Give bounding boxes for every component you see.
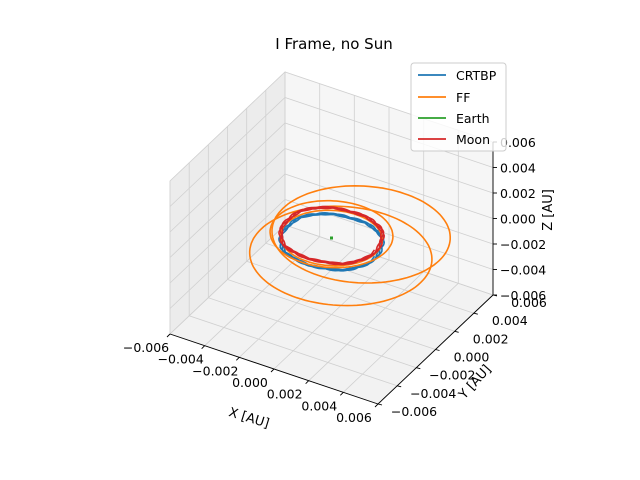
x-tick-label: 0.006	[336, 410, 372, 425]
legend-label-moon: Moon	[456, 132, 490, 147]
chart-title: I Frame, no Sun	[275, 35, 392, 53]
series-line-ff	[269, 199, 394, 269]
y-tick-mark	[473, 312, 478, 315]
series-point-earth	[330, 236, 333, 240]
y-tick-mark	[435, 349, 440, 351]
x-tick-label: 0.004	[301, 398, 337, 413]
series-layer	[248, 184, 452, 307]
series-line-crtbp	[278, 211, 386, 272]
x-tick-label: 0.000	[232, 375, 268, 390]
y-tick-label: 0.006	[511, 295, 547, 310]
y-tick-label: −0.004	[410, 386, 456, 401]
x-tick-mark	[305, 380, 309, 384]
z-tick-label: 0.006	[500, 135, 536, 150]
legend-label-crtbp: CRTBP	[456, 68, 497, 83]
grid-line-y	[265, 90, 474, 314]
z-tick-label: 0.002	[500, 186, 536, 201]
x-tick-mark	[270, 368, 275, 373]
x-tick-mark	[340, 392, 344, 396]
x-tick-label: −0.004	[158, 352, 204, 367]
series-line-ff	[248, 205, 433, 307]
z-tick-label: −0.002	[500, 237, 546, 252]
z-tick-label: 0.004	[500, 161, 536, 176]
x-tick-mark	[374, 403, 379, 408]
y-tick-label: −0.002	[429, 368, 475, 383]
y-tick-mark	[492, 294, 498, 297]
z-tick-label: −0.006	[500, 288, 546, 303]
legend: CRTBP FF Earth Moon	[410, 62, 507, 152]
z-tick-label: 0.000	[500, 212, 536, 227]
tick-labels: −0.006−0.006−0.006−0.004−0.004−0.004−0.0…	[123, 135, 547, 425]
x-tick-mark	[166, 333, 171, 338]
x-tick-label: −0.006	[123, 340, 169, 355]
legend-label-ff: FF	[456, 90, 470, 105]
axes	[166, 141, 498, 408]
z-tick-label: −0.004	[500, 263, 546, 278]
z-axis-label: Z [AU]	[541, 189, 556, 231]
x-tick-mark	[201, 345, 205, 349]
x-tick-label: −0.002	[192, 363, 238, 378]
y-tick-mark	[454, 330, 459, 333]
y-tick-label: −0.006	[391, 404, 437, 419]
y-tick-label: 0.002	[473, 331, 509, 346]
x-tick-label: 0.002	[267, 387, 303, 402]
x-axis-label: X [AU]	[227, 405, 271, 432]
y-tick-label: 0.004	[492, 313, 528, 328]
legend-frame	[410, 62, 507, 152]
legend-label-earth: Earth	[456, 111, 490, 126]
y-tick-label: 0.000	[454, 350, 490, 365]
x-tick-mark	[236, 357, 240, 361]
series-line-ff	[271, 184, 452, 284]
y-tick-mark	[397, 385, 402, 388]
y-tick-mark	[377, 403, 383, 406]
y-tick-mark	[416, 367, 421, 370]
series-line-moon	[278, 205, 386, 266]
